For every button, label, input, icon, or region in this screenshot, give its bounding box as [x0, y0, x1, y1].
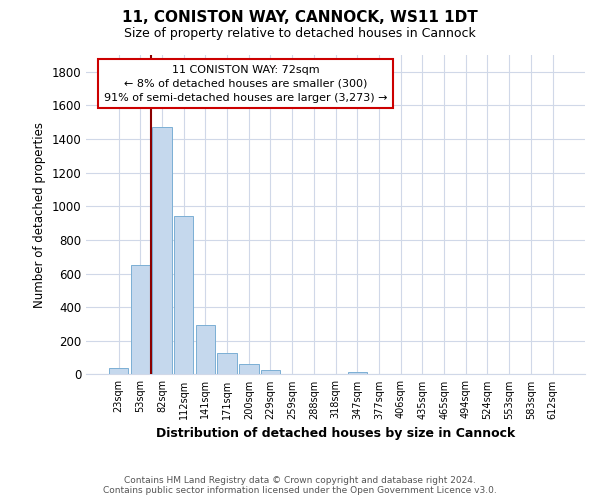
Y-axis label: Number of detached properties: Number of detached properties — [33, 122, 46, 308]
Bar — [174, 216, 193, 374]
Bar — [261, 370, 280, 374]
Bar — [347, 372, 367, 374]
Bar — [217, 352, 237, 374]
Text: Size of property relative to detached houses in Cannock: Size of property relative to detached ho… — [124, 28, 476, 40]
Bar — [196, 325, 215, 374]
Text: Contains HM Land Registry data © Crown copyright and database right 2024.
Contai: Contains HM Land Registry data © Crown c… — [103, 476, 497, 495]
Bar — [131, 265, 150, 374]
Text: 11, CONISTON WAY, CANNOCK, WS11 1DT: 11, CONISTON WAY, CANNOCK, WS11 1DT — [122, 10, 478, 25]
Bar — [239, 364, 259, 374]
Bar — [109, 368, 128, 374]
X-axis label: Distribution of detached houses by size in Cannock: Distribution of detached houses by size … — [156, 427, 515, 440]
Bar — [152, 128, 172, 374]
Text: 11 CONISTON WAY: 72sqm
← 8% of detached houses are smaller (300)
91% of semi-det: 11 CONISTON WAY: 72sqm ← 8% of detached … — [104, 64, 388, 102]
